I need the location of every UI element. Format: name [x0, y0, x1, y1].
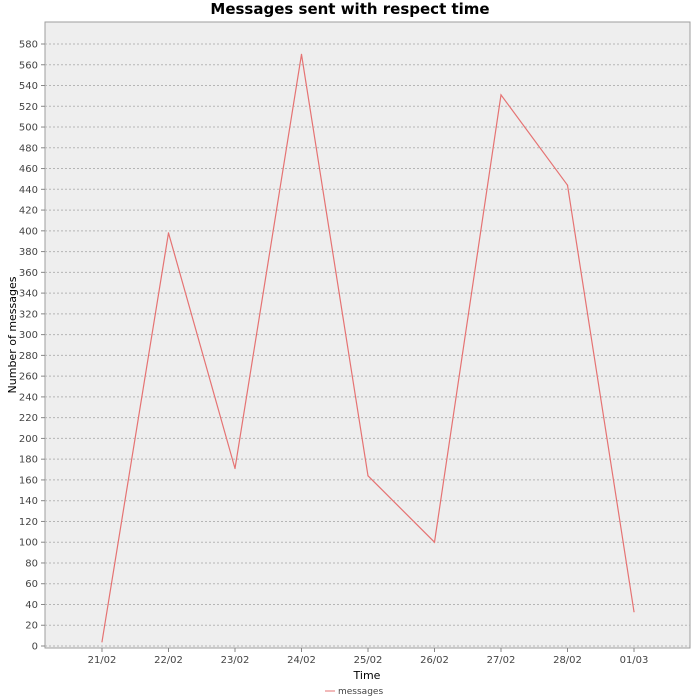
y-tick-label: 540	[19, 81, 38, 92]
data-point	[566, 184, 569, 186]
x-tick-label: 23/02	[221, 655, 250, 666]
y-tick-label: 380	[19, 247, 38, 258]
x-axis-label: Time	[353, 669, 381, 682]
y-tick-label: 120	[19, 517, 38, 528]
y-tick-label: 20	[25, 621, 38, 632]
data-point	[633, 611, 635, 613]
y-tick-label: 60	[25, 579, 38, 590]
y-axis-label: Number of messages	[6, 276, 19, 393]
x-tick-label: 28/02	[553, 655, 582, 666]
y-tick-label: 360	[19, 268, 38, 279]
y-tick-label: 560	[19, 60, 38, 71]
y-tick-label: 520	[19, 102, 38, 113]
data-point	[167, 232, 170, 234]
y-tick-label: 280	[19, 351, 38, 362]
x-tick-label: 22/02	[154, 655, 183, 666]
y-tick-label: 420	[19, 206, 38, 217]
x-tick-label: 27/02	[487, 655, 516, 666]
y-axis-ticks: 0 20 40 60 80 100 120 140 160 180 200 220 240 260 280 3…	[19, 40, 45, 653]
y-tick-label: 260	[19, 372, 38, 383]
legend-label-messages: messages	[338, 687, 383, 697]
y-tick-label: 40	[25, 600, 38, 611]
y-tick-label: 500	[19, 123, 38, 134]
y-tick-label: 320	[19, 309, 38, 320]
x-tick-label: 01/03	[620, 655, 649, 666]
y-tick-label: 180	[19, 455, 38, 466]
y-tick-label: 240	[19, 392, 38, 403]
x-tick-label: 25/02	[354, 655, 383, 666]
data-point	[234, 467, 236, 470]
y-tick-label: 80	[25, 558, 38, 569]
x-axis-ticks: 21/02 22/02 23/02 24/02 25/02 26/02 27/02 28/02…	[88, 648, 649, 666]
y-tick-label: 340	[19, 289, 38, 300]
y-tick-label: 160	[19, 475, 38, 486]
legend: messages	[325, 687, 383, 697]
x-tick-label: 24/02	[287, 655, 316, 666]
y-tick-label: 100	[19, 538, 38, 549]
data-point	[300, 53, 303, 55]
series-layer	[101, 53, 635, 643]
y-tick-label: 200	[19, 434, 38, 445]
y-tick-label: 0	[32, 642, 38, 653]
data-point	[367, 475, 369, 477]
y-tick-label: 400	[19, 226, 38, 237]
y-tick-label: 300	[19, 330, 38, 341]
data-point	[101, 641, 103, 643]
gridlines	[45, 43, 690, 647]
data-point	[433, 541, 436, 543]
y-tick-label: 440	[19, 185, 38, 196]
y-tick-label: 140	[19, 496, 38, 507]
y-tick-label: 460	[19, 164, 38, 175]
x-tick-label: 21/02	[88, 655, 117, 666]
y-tick-label: 480	[19, 143, 38, 154]
chart-title: Messages sent with respect time	[210, 0, 489, 18]
data-point	[500, 94, 502, 96]
x-tick-label: 26/02	[420, 655, 449, 666]
y-tick-label: 580	[19, 40, 38, 51]
y-tick-label: 220	[19, 413, 38, 424]
